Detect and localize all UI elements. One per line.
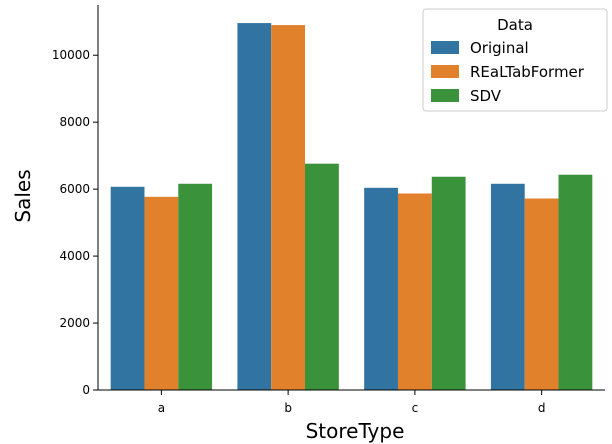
legend-swatch-sdv	[431, 89, 459, 102]
legend: Data Original REaLTabFormer SDV	[422, 8, 608, 112]
bar-realtabformer-b	[271, 25, 306, 391]
axes-group	[97, 5, 605, 391]
legend-label-original: Original	[470, 39, 529, 57]
bar-realtabformer-d	[524, 198, 559, 390]
bar-original-d	[490, 183, 525, 390]
bar-sdv-a	[178, 183, 213, 390]
bar-sdv-c	[431, 176, 466, 390]
y-tick-label: 6000	[59, 182, 90, 196]
x-ticks: a b c d	[158, 390, 546, 415]
bar-original-c	[364, 187, 398, 390]
bar-realtabformer-a	[144, 196, 179, 390]
legend-swatch-original	[431, 41, 459, 54]
legend-label-realtabformer: REaLTabFormer	[470, 63, 585, 81]
bar-sdv-d	[558, 174, 593, 390]
x-axis-title: StoreType	[306, 419, 405, 443]
bars-group	[110, 23, 593, 391]
y-tick-label: 10000	[52, 48, 90, 62]
y-tick-label: 8000	[59, 115, 90, 129]
x-tick-label: a	[158, 401, 165, 415]
x-tick-label: d	[538, 401, 546, 415]
y-tick-label: 0	[82, 383, 90, 397]
bar-original-a	[110, 186, 145, 390]
legend-swatch-realtabformer	[431, 65, 459, 78]
x-tick-label: b	[284, 401, 292, 415]
bar-sdv-b	[305, 163, 339, 390]
legend-label-sdv: SDV	[470, 87, 502, 105]
legend-title: Data	[497, 16, 533, 34]
bar-realtabformer-c	[397, 193, 432, 390]
bar-original-b	[237, 23, 272, 391]
y-ticks: 0 2000 4000 6000 8000 10000	[52, 48, 98, 397]
legend-frame	[422, 8, 608, 112]
y-tick-label: 4000	[59, 249, 90, 263]
y-axis-title: Sales	[11, 169, 35, 222]
legend-items: Original REaLTabFormer SDV	[431, 39, 585, 105]
x-tick-label: c	[412, 401, 419, 415]
y-tick-label: 2000	[59, 316, 90, 330]
